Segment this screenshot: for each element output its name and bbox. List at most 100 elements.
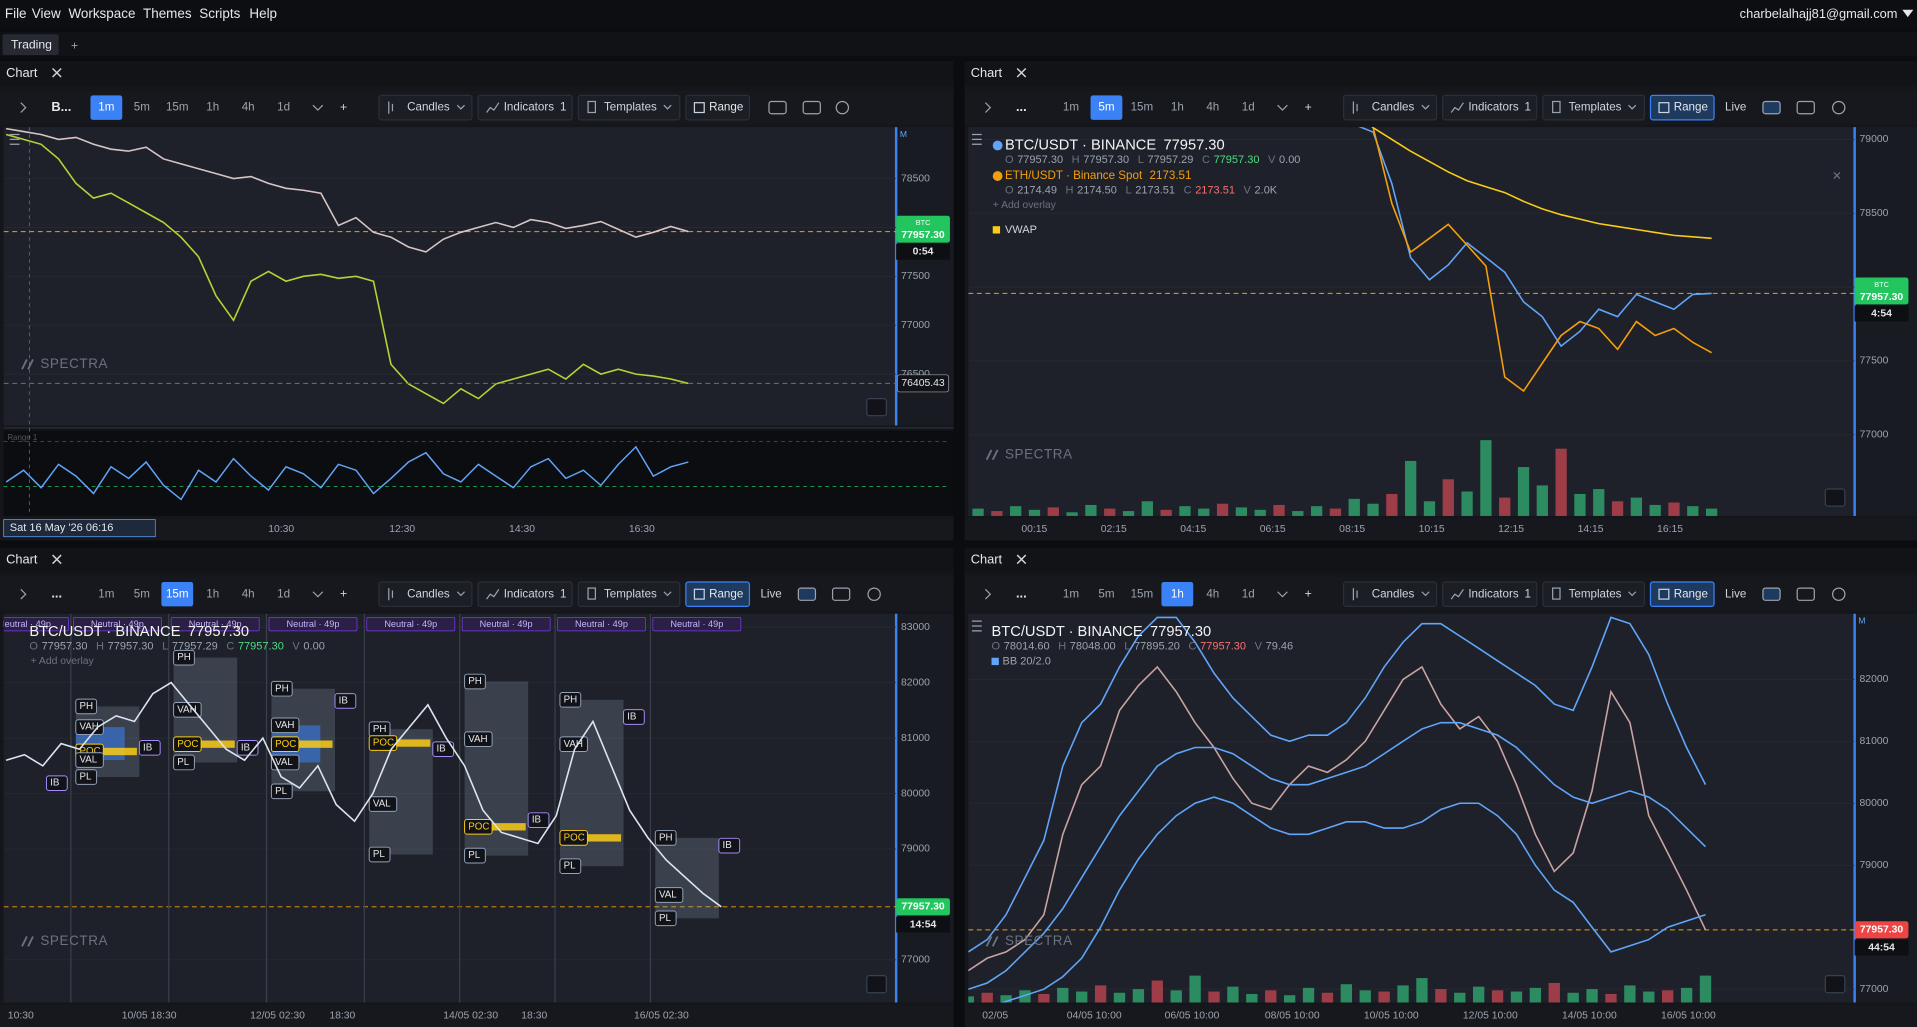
tab[interactable] [2,34,59,56]
candles-label[interactable]: Candles [1372,101,1415,114]
add-interval[interactable]: + [1305,100,1312,114]
interval-button[interactable]: 1h [206,587,219,600]
add-overlay[interactable]: + Add overlay [31,656,95,667]
interval-menu[interactable] [1277,104,1288,111]
indicators-label[interactable]: Indicators [1468,587,1519,600]
interval-button[interactable]: 1m [1063,587,1079,600]
add-overlay[interactable]: + Add overlay [993,200,1057,211]
go-to-latest[interactable] [866,397,887,417]
live-button[interactable]: Live [1725,101,1746,114]
expand-icon[interactable] [20,588,27,600]
close-panel[interactable] [52,67,62,78]
tool-icon[interactable] [1762,100,1781,115]
interval-button[interactable]: 1m [98,587,114,600]
close-panel[interactable] [52,554,62,565]
range-button[interactable] [1649,581,1715,608]
expand-icon[interactable] [984,102,992,113]
interval-button[interactable]: 4h [242,587,255,600]
menu-item[interactable]: Workspace [68,6,135,21]
tab-label[interactable]: Trading [11,37,52,51]
range-label[interactable]: Range [709,101,743,114]
candles-button[interactable] [378,94,473,121]
interval-button[interactable]: 15m [166,101,189,114]
templates-label[interactable]: Templates [1569,587,1622,600]
range-label[interactable]: Range [709,587,743,600]
close-panel[interactable] [1016,67,1027,78]
account-email[interactable]: charbelalhajj81@gmail.com [1740,6,1898,21]
go-to-latest[interactable] [1824,975,1846,994]
candles-button[interactable] [1343,581,1438,608]
templates-label[interactable]: Templates [604,101,657,114]
interval-button[interactable]: 15m [1131,101,1154,114]
interval-button[interactable]: 1h [1171,587,1184,600]
expand-icon[interactable] [20,102,27,113]
add-interval[interactable]: + [340,586,347,600]
indicators-button[interactable] [1442,94,1538,121]
add-tab[interactable]: + [71,39,78,53]
tool-icon[interactable] [867,587,881,601]
candles-button[interactable] [378,581,473,608]
live-button[interactable]: Live [1725,587,1746,600]
candles-label[interactable]: Candles [407,101,450,114]
range-label[interactable]: Range [1674,101,1708,114]
add-interval[interactable]: + [1305,586,1312,600]
templates-button[interactable] [1542,581,1645,608]
candles-button[interactable] [1343,94,1438,121]
symbol[interactable]: B... [51,99,71,114]
close-panel[interactable] [1016,554,1027,565]
interval-button[interactable]: 1d [1242,101,1255,114]
tool-icon[interactable] [797,587,817,601]
interval-button[interactable]: 1h [206,101,219,114]
templates-label[interactable]: Templates [1569,101,1622,114]
interval-menu[interactable] [312,591,324,598]
interval-button[interactable]: 1d [277,587,290,600]
interval-button[interactable]: 4h [242,101,255,114]
templates-button[interactable] [577,94,681,121]
interval-button[interactable]: 1m [1063,101,1079,114]
live-button[interactable]: Live [760,587,781,600]
account-caret[interactable] [1902,9,1914,18]
symbol[interactable]: ... [51,586,62,601]
symbol[interactable]: ... [1016,586,1027,601]
templates-button[interactable] [577,581,681,608]
templates-button[interactable] [1542,94,1645,121]
menu-item[interactable]: View [32,6,61,21]
interval-button[interactable]: 4h [1206,101,1219,114]
menu-item[interactable]: Themes [143,6,192,21]
candles-label[interactable]: Candles [1372,587,1415,600]
add-interval[interactable]: + [340,100,347,114]
interval-button[interactable]: 1d [277,101,290,114]
tool-icon[interactable] [1762,587,1781,601]
go-to-latest[interactable] [866,975,887,994]
range-label[interactable]: Range [1674,587,1708,600]
interval-menu[interactable] [1277,591,1288,598]
interval-button[interactable]: 5m [1098,587,1114,600]
go-to-latest[interactable] [1824,488,1846,507]
tool-icon[interactable] [1832,100,1846,115]
candles-label[interactable]: Candles [407,587,450,600]
range-button[interactable] [685,581,751,608]
menu-item[interactable]: File [5,6,27,21]
templates-label[interactable]: Templates [604,587,657,600]
indicators-label[interactable]: Indicators [1468,101,1519,114]
indicators-button[interactable] [477,581,573,608]
tool-icon[interactable] [1832,587,1846,601]
interval-button[interactable]: 5m [134,101,150,114]
interval-button[interactable]: 5m [1098,101,1114,114]
tool-icon[interactable] [1796,587,1815,601]
tool-icon[interactable] [802,100,821,115]
interval-button[interactable]: 1m [98,101,114,114]
menu-item[interactable]: Scripts [199,6,240,21]
tool-icon[interactable] [831,587,851,601]
range-button[interactable] [1649,94,1715,121]
indicators-button[interactable] [1442,581,1538,608]
indicators-label[interactable]: Indicators [504,587,555,600]
tool-icon[interactable] [835,100,850,115]
range-button[interactable] [685,94,751,121]
interval-button[interactable]: 15m [1131,587,1154,600]
symbol[interactable]: ... [1016,99,1027,114]
tool-icon[interactable] [768,100,787,115]
interval-menu[interactable] [312,104,324,111]
tool-icon[interactable] [1796,100,1815,115]
expand-icon[interactable] [984,588,992,600]
